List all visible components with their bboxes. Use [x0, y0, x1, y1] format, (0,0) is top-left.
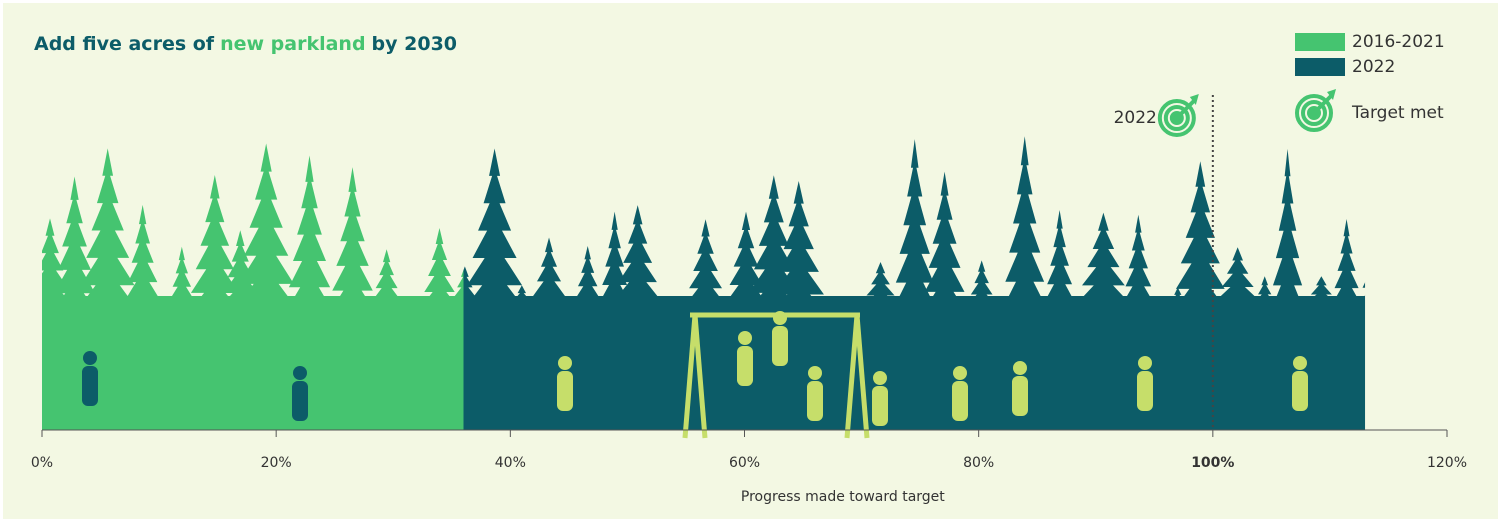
figure-body	[557, 371, 573, 411]
x-tick-label: 120%	[1427, 455, 1467, 471]
figure-head	[953, 366, 967, 380]
x-tick-label: 0%	[31, 455, 53, 471]
legend-swatch	[1295, 33, 1345, 51]
legend-label: 2022	[1352, 57, 1395, 77]
x-tick-label: 60%	[729, 455, 760, 471]
swing-leg	[844, 314, 860, 439]
x-tick-label: 40%	[495, 455, 526, 471]
chart-title: Add five acres of new parkland by 2030	[34, 33, 457, 55]
legend-swatch	[1295, 58, 1345, 76]
swing-leg	[692, 314, 708, 439]
figure-head	[293, 366, 307, 380]
figure-body	[1137, 371, 1153, 411]
title-part: new parkland	[220, 33, 365, 55]
figure-body	[82, 366, 98, 406]
figure-body	[1012, 376, 1028, 416]
figure-head	[1013, 361, 1027, 375]
target-fletch	[1189, 94, 1199, 105]
x-tick-label: 20%	[261, 455, 292, 471]
x-axis-title: Progress made toward target	[741, 489, 945, 505]
figure-body	[737, 346, 753, 386]
target-arrow	[1175, 99, 1196, 120]
target-ring	[1157, 99, 1196, 137]
figure-head	[83, 351, 97, 365]
figure-body	[807, 381, 823, 421]
swing-leg	[682, 314, 698, 439]
figure-body	[1292, 371, 1308, 411]
target-ring	[1295, 94, 1333, 132]
x-tick-label: 100%	[1191, 455, 1234, 471]
target-ring	[1163, 105, 1190, 131]
figure-body	[292, 381, 308, 421]
x-tick-label: 80%	[963, 455, 994, 471]
figure-head	[873, 371, 887, 385]
figure-body	[772, 326, 788, 366]
figure-head	[738, 331, 752, 345]
figure-head	[1293, 356, 1307, 370]
legend-label: Target met	[1351, 103, 1444, 123]
figure-head	[558, 356, 572, 370]
target-arrow	[1312, 94, 1333, 115]
swing-leg	[854, 314, 870, 439]
title-part: by 2030	[372, 33, 457, 55]
target-fletch	[1327, 89, 1336, 100]
figure-head	[1138, 356, 1152, 370]
legend-label: 2016-2021	[1352, 32, 1445, 52]
figure-body	[872, 386, 888, 426]
figure-head	[808, 366, 822, 380]
title-part: Add five acres of	[34, 33, 215, 55]
figure-body	[952, 381, 968, 421]
figure-head	[773, 311, 787, 325]
target-ring	[1301, 100, 1327, 126]
annotation: 2022	[1114, 108, 1157, 128]
